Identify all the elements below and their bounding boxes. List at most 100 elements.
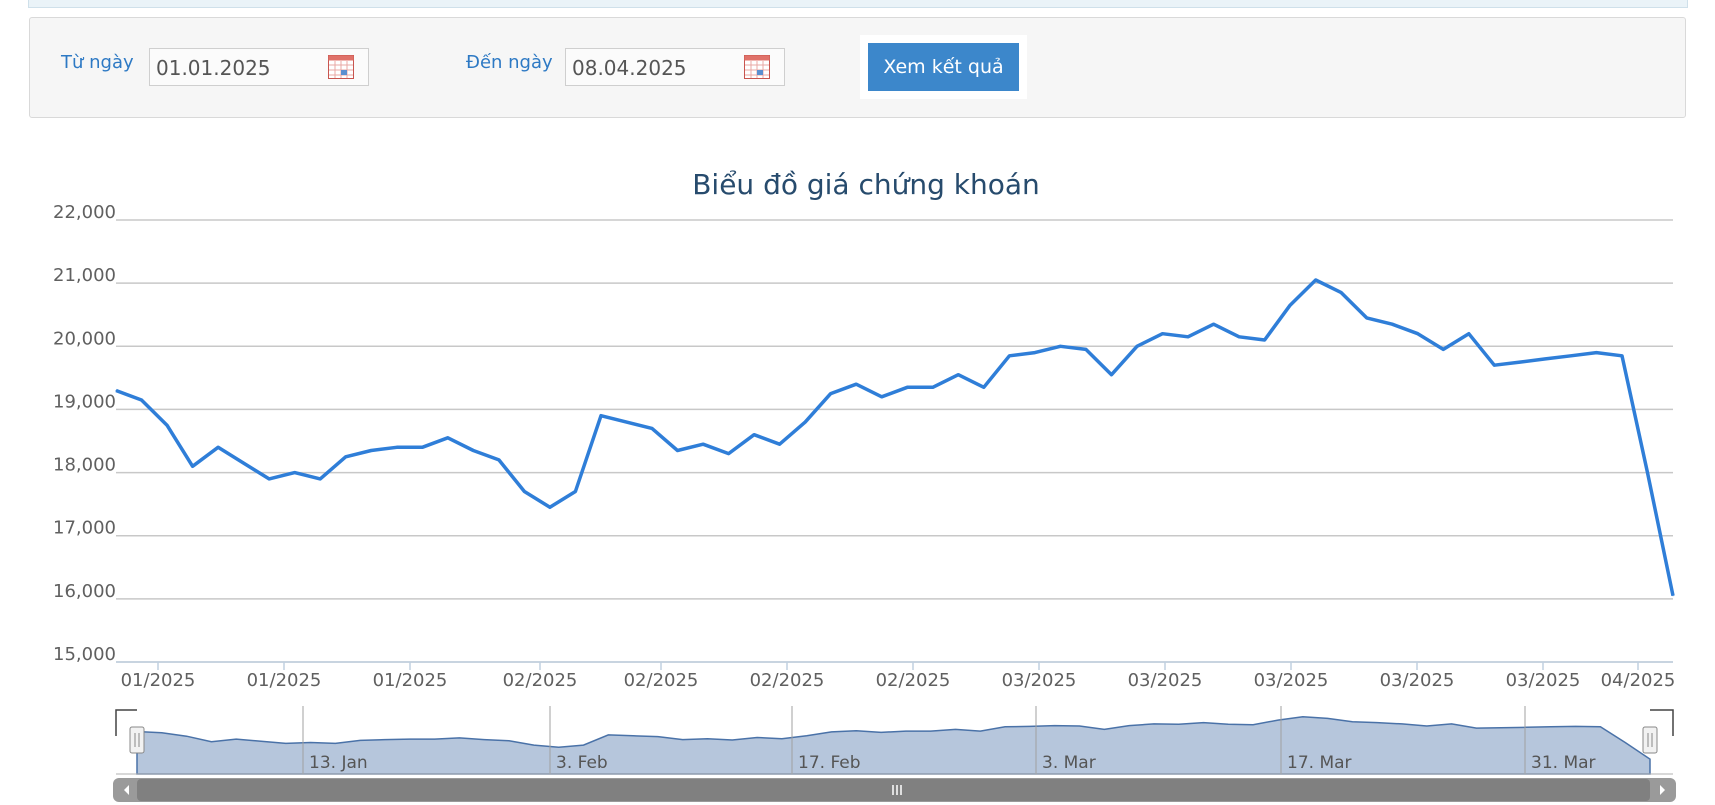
data-point <box>421 446 423 448</box>
data-point <box>1162 333 1164 335</box>
data-point <box>268 478 270 480</box>
x-tick-label: 04/2025 <box>1601 670 1676 691</box>
data-point <box>625 421 627 423</box>
data-point <box>217 446 219 448</box>
data-point <box>1519 361 1521 363</box>
data-point <box>166 424 168 426</box>
data-point <box>1008 355 1010 357</box>
data-point <box>574 491 576 493</box>
data-point <box>804 421 806 423</box>
navigator-tick-label: 31. Mar <box>1531 753 1596 773</box>
data-point <box>141 399 143 401</box>
data-point <box>1544 358 1546 360</box>
data-point <box>396 446 398 448</box>
data-point <box>1213 323 1215 325</box>
navigator-tick-label: 3. Mar <box>1042 753 1096 773</box>
to-date-label: Đến ngày <box>466 52 553 73</box>
data-point <box>345 456 347 458</box>
data-point <box>523 491 525 493</box>
submit-button-wrap: Xem kết quả <box>860 35 1027 99</box>
y-tick-label: 17,000 <box>53 518 116 539</box>
view-results-button[interactable]: Xem kết quả <box>868 43 1019 91</box>
navigator-tick-label: 3. Feb <box>556 753 608 773</box>
navigator-tick-label: 17. Mar <box>1287 753 1352 773</box>
data-point <box>549 506 551 508</box>
data-point <box>983 386 985 388</box>
x-tick-label: 03/2025 <box>1254 670 1329 691</box>
data-point <box>932 386 934 388</box>
data-point <box>1417 333 1419 335</box>
data-point <box>830 393 832 395</box>
data-point <box>1238 336 1240 338</box>
data-point <box>677 449 679 451</box>
navigator-left-handle[interactable] <box>129 726 145 754</box>
x-tick-label: 03/2025 <box>1002 670 1077 691</box>
data-point <box>728 453 730 455</box>
data-point <box>115 389 117 391</box>
navigator-right-outline <box>1650 709 1674 736</box>
grid <box>116 219 1673 663</box>
data-point <box>447 437 449 439</box>
calendar-icon[interactable] <box>328 55 354 79</box>
navigator-tick-label: 17. Feb <box>798 753 861 773</box>
data-point <box>779 443 781 445</box>
navigator-right-handle[interactable] <box>1642 726 1658 754</box>
data-point <box>651 427 653 429</box>
y-tick-label: 20,000 <box>53 328 116 349</box>
data-point <box>1493 364 1495 366</box>
data-point <box>472 449 474 451</box>
data-point <box>1187 336 1189 338</box>
data-point <box>1621 355 1623 357</box>
from-date-field[interactable]: 01.01.2025 <box>149 48 369 86</box>
to-date-field[interactable]: 08.04.2025 <box>565 48 785 86</box>
from-date-label: Từ ngày <box>61 52 134 73</box>
top-strip <box>28 0 1688 8</box>
x-tick-label: 03/2025 <box>1506 670 1581 691</box>
chart-title: Biểu đồ giá chứng khoán <box>692 168 1040 201</box>
data-point <box>1315 279 1317 281</box>
data-point <box>370 449 372 451</box>
data-points <box>115 279 1674 597</box>
data-point <box>1391 323 1393 325</box>
data-point <box>1442 348 1444 350</box>
navigator-left-outline <box>115 709 137 736</box>
data-point <box>1366 317 1368 319</box>
data-point <box>1264 339 1266 341</box>
data-point <box>753 434 755 436</box>
x-tick-label: 02/2025 <box>876 670 951 691</box>
navigator[interactable]: 13. Jan 3. Feb 17. Feb 3. Mar 17. Mar 31. Mar <box>113 706 1676 802</box>
data-point <box>294 472 296 474</box>
data-point <box>1340 292 1342 294</box>
data-point <box>855 383 857 385</box>
y-tick-label: 16,000 <box>53 581 116 602</box>
data-point <box>600 415 602 417</box>
data-point <box>1034 352 1036 354</box>
data-point <box>192 465 194 467</box>
scroll-right-arrow-icon[interactable] <box>1660 785 1665 795</box>
y-tick-label: 15,000 <box>53 644 116 665</box>
from-date-value: 01.01.2025 <box>156 56 271 80</box>
data-point <box>1136 345 1138 347</box>
data-point <box>906 386 908 388</box>
scroll-left-arrow-icon[interactable] <box>124 785 129 795</box>
data-point <box>1468 333 1470 335</box>
data-point <box>1110 374 1112 376</box>
x-tick-label: 03/2025 <box>1380 670 1455 691</box>
data-point <box>243 462 245 464</box>
data-point <box>319 478 321 480</box>
data-point <box>957 374 959 376</box>
y-tick-label: 21,000 <box>53 265 116 286</box>
navigator-tick-label: 13. Jan <box>309 753 368 773</box>
to-date-value: 08.04.2025 <box>572 56 687 80</box>
x-tick-label: 02/2025 <box>503 670 578 691</box>
x-tick-label: 02/2025 <box>624 670 699 691</box>
navigator-area <box>136 715 1651 775</box>
data-point <box>1570 355 1572 357</box>
x-tick-label: 01/2025 <box>247 670 322 691</box>
series-line <box>115 278 1675 597</box>
data-point <box>1672 595 1674 597</box>
y-axis: 22,000 21,000 20,000 19,000 18,000 17,000 16,0… <box>53 202 116 665</box>
data-point <box>1059 345 1061 347</box>
calendar-icon[interactable] <box>744 55 770 79</box>
